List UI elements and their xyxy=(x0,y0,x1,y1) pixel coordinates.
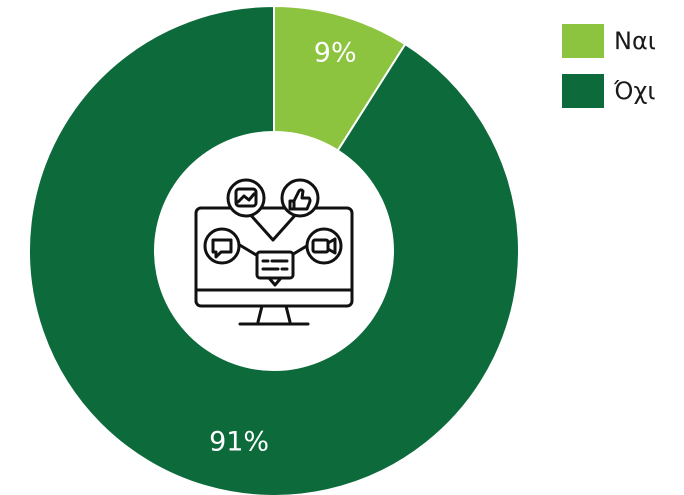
data-labels: 9% 91% xyxy=(209,38,357,458)
legend-swatch-1 xyxy=(562,24,604,58)
computer-social-media-icon xyxy=(194,178,354,326)
slice-2 xyxy=(28,4,520,495)
data-label-1: 9% xyxy=(314,38,357,69)
legend-label-1: Ναι xyxy=(614,27,656,55)
legend: Ναι Όχι xyxy=(562,24,656,108)
legend-label-2: Όχι xyxy=(613,77,655,105)
legend-swatch-2 xyxy=(562,74,604,108)
data-label-2: 91% xyxy=(209,426,269,457)
